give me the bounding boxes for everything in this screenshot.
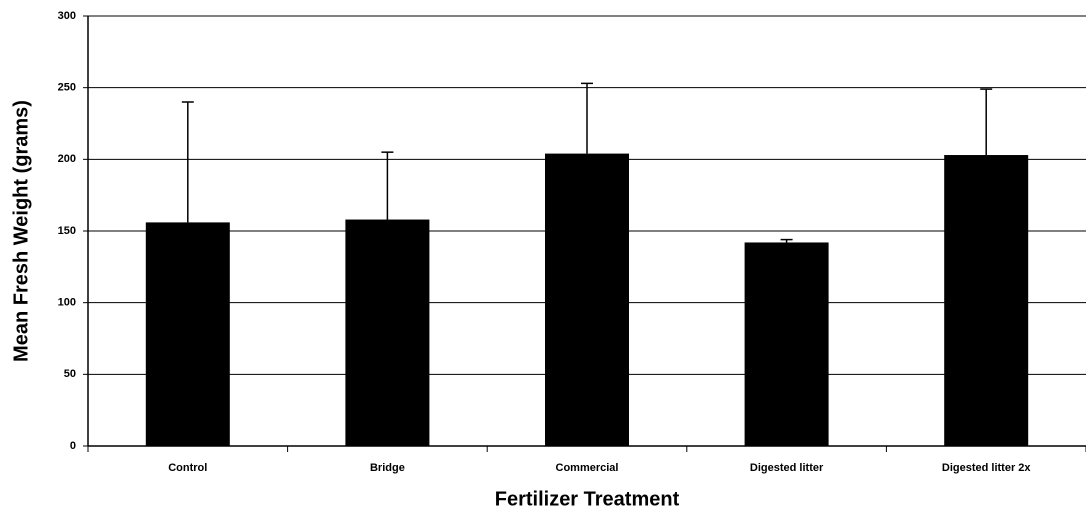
x-tick-label: Digested litter <box>750 462 824 474</box>
x-tick-label: Control <box>168 462 207 474</box>
y-tick-label: 300 <box>58 10 76 22</box>
y-tick-label: 50 <box>64 368 76 380</box>
y-tick-label: 250 <box>58 82 76 94</box>
y-tick-label: 0 <box>70 440 76 452</box>
x-tick-label: Commercial <box>556 462 619 474</box>
y-tick-label: 100 <box>58 297 76 309</box>
y-tick-label: 150 <box>58 225 76 237</box>
x-tick-label: Digested litter 2x <box>942 462 1032 474</box>
bar <box>744 242 829 446</box>
x-tick-label: Bridge <box>370 462 405 474</box>
bar <box>145 222 230 446</box>
bar <box>345 219 430 446</box>
bar <box>545 153 629 446</box>
bar <box>944 155 1029 447</box>
y-tick-label: 200 <box>58 153 76 165</box>
y-axis-title: Mean Fresh Weight (grams) <box>10 100 32 362</box>
x-axis-title: Fertilizer Treatment <box>495 488 680 510</box>
